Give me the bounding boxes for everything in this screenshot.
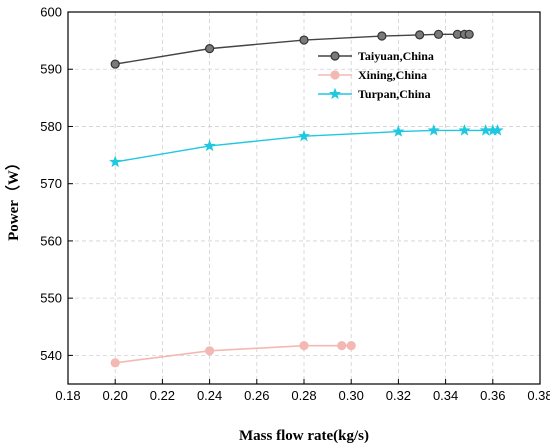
axis-ticks: 0.18 0.20 0.22 0.24 0.26 0.28 0.30 0.32 0.34 0.36… bbox=[40, 5, 550, 404]
data-point bbox=[433, 29, 444, 39]
x-tick-label: 0.24 bbox=[197, 388, 222, 403]
x-tick-label: 0.34 bbox=[433, 388, 458, 403]
y-tick-label: 590 bbox=[40, 62, 62, 77]
data-point bbox=[392, 125, 405, 137]
series-0 bbox=[110, 29, 474, 69]
data-point bbox=[337, 341, 347, 351]
legend: Taiyuan,China Xining,China Turpan,China bbox=[318, 49, 434, 101]
data-point bbox=[110, 59, 120, 69]
legend-marker bbox=[330, 51, 340, 61]
data-point bbox=[491, 124, 504, 136]
y-tick-label: 570 bbox=[40, 176, 62, 191]
legend-item-1: Xining,China bbox=[318, 68, 427, 82]
legend-marker bbox=[330, 70, 340, 80]
data-point bbox=[464, 29, 474, 39]
legend-label: Xining,China bbox=[358, 68, 427, 82]
x-tick-label: 0.18 bbox=[55, 388, 80, 403]
legend-item-0: Taiyuan,China bbox=[318, 49, 434, 63]
y-axis-title: Power（W） bbox=[4, 155, 22, 241]
x-tick-label: 0.26 bbox=[244, 388, 269, 403]
x-tick-label: 0.36 bbox=[480, 388, 505, 403]
data-point bbox=[203, 139, 216, 152]
y-tick-label: 560 bbox=[40, 233, 62, 248]
x-tick-label: 0.30 bbox=[339, 388, 364, 403]
data-series bbox=[109, 29, 504, 368]
legend-item-2: Turpan,China bbox=[318, 87, 431, 101]
series-line bbox=[115, 344, 352, 364]
series-2 bbox=[109, 124, 504, 168]
legend-label: Taiyuan,China bbox=[358, 49, 434, 63]
x-tick-label: 0.20 bbox=[103, 388, 128, 403]
data-point bbox=[110, 358, 120, 368]
data-point bbox=[299, 341, 309, 351]
data-point bbox=[297, 129, 311, 142]
grid-lines bbox=[68, 12, 540, 384]
data-point bbox=[346, 341, 356, 351]
x-tick-label: 0.22 bbox=[150, 388, 175, 403]
data-point bbox=[377, 31, 387, 41]
legend-marker bbox=[328, 87, 342, 100]
y-tick-label: 540 bbox=[40, 348, 62, 363]
data-point bbox=[205, 346, 215, 356]
x-axis-title: Mass flow rate(kg/s) bbox=[239, 428, 369, 444]
x-tick-label: 0.32 bbox=[386, 388, 411, 403]
series-1 bbox=[110, 341, 356, 368]
legend-label: Turpan,China bbox=[358, 87, 431, 101]
y-tick-label: 550 bbox=[40, 291, 62, 306]
data-point bbox=[205, 44, 215, 54]
data-point bbox=[109, 155, 122, 168]
data-point bbox=[299, 35, 309, 45]
x-tick-label: 0.38 bbox=[527, 388, 550, 403]
data-point bbox=[458, 124, 471, 136]
x-tick-label: 0.28 bbox=[291, 388, 316, 403]
y-tick-label: 600 bbox=[40, 5, 62, 20]
y-tick-label: 580 bbox=[40, 119, 62, 134]
data-point bbox=[427, 124, 440, 136]
data-point bbox=[415, 30, 425, 40]
